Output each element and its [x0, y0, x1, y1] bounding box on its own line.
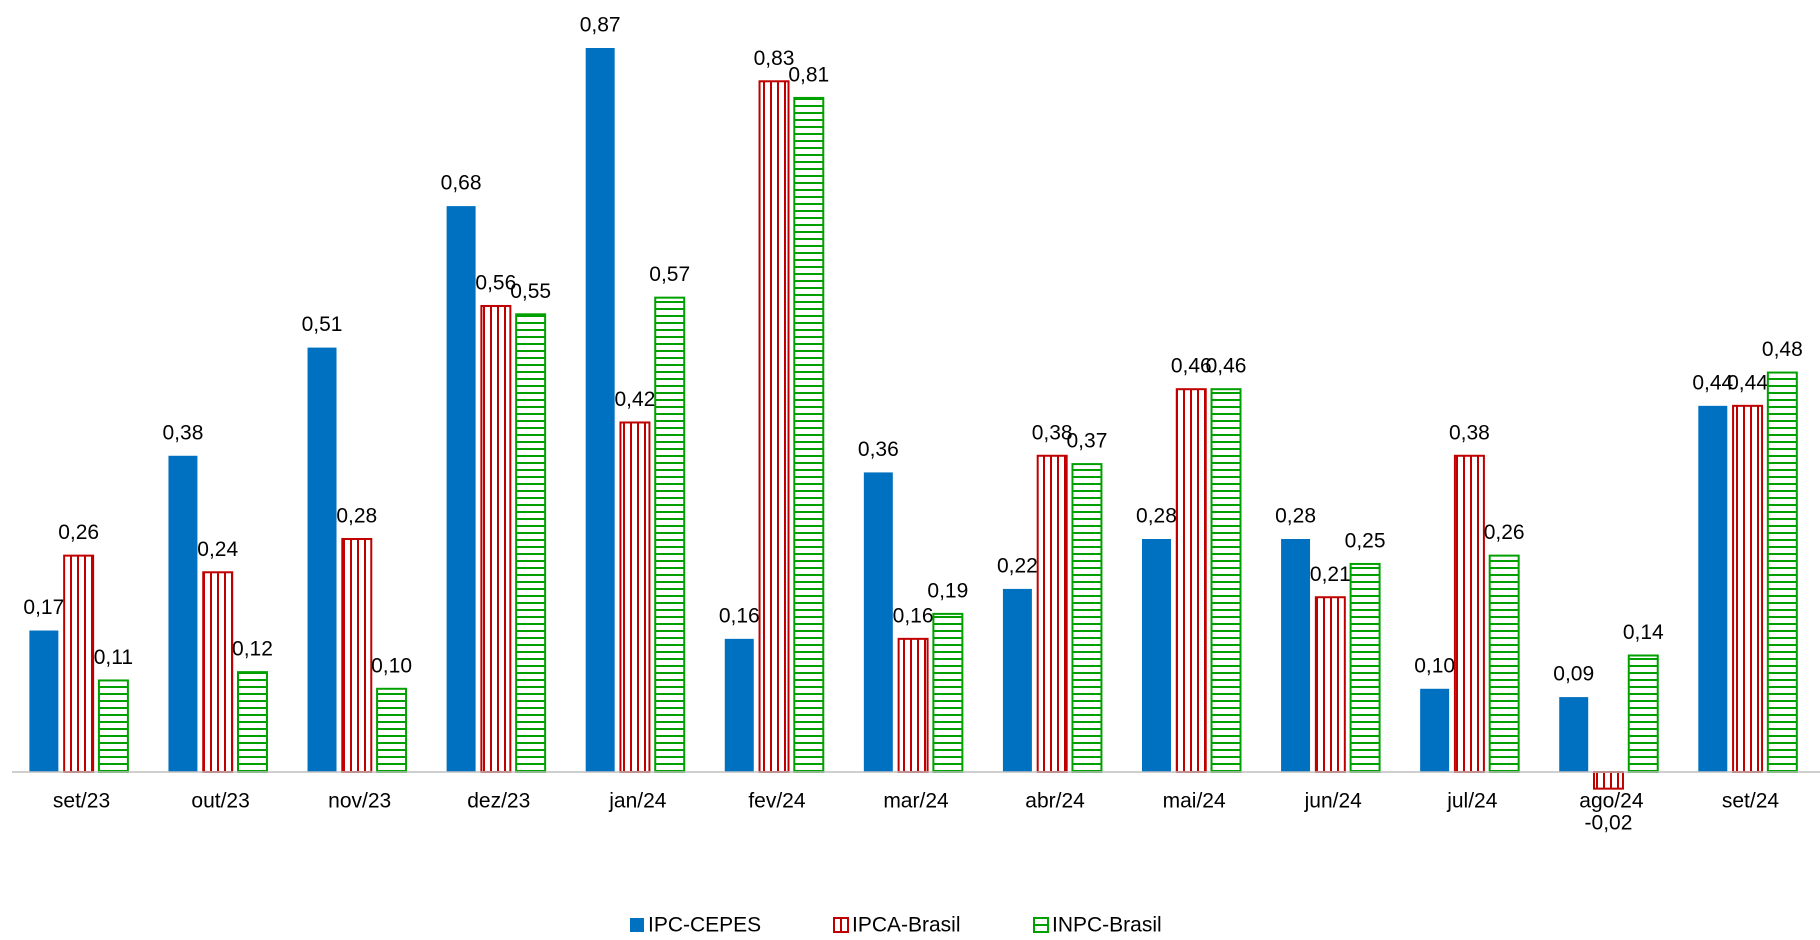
data-label: 0,37 — [1067, 430, 1108, 453]
data-label: 0,25 — [1345, 530, 1386, 553]
data-label: 0,26 — [1484, 521, 1525, 544]
data-label: 0,24 — [197, 538, 238, 561]
x-tick-label: ago/24 — [1579, 790, 1644, 813]
data-label: 0,16 — [893, 604, 934, 627]
bar — [1766, 371, 1798, 773]
bar — [480, 304, 512, 773]
bar — [619, 421, 651, 773]
bar — [585, 48, 615, 772]
bar — [376, 687, 408, 774]
x-tick-label: nov/23 — [328, 790, 391, 813]
data-label: 0,16 — [719, 604, 760, 627]
bar — [1559, 697, 1589, 772]
bar — [515, 313, 547, 773]
legend-swatch — [630, 918, 644, 932]
bar — [932, 612, 964, 774]
bar — [1175, 388, 1207, 773]
data-label: 0,81 — [788, 63, 829, 86]
legend-label: INPC-Brasil — [1052, 914, 1162, 935]
x-tick-label: set/24 — [1722, 790, 1780, 813]
bar — [1420, 688, 1450, 772]
data-label: 0,22 — [997, 554, 1038, 577]
x-tick-label: fev/24 — [748, 790, 806, 813]
data-label: 0,26 — [58, 521, 99, 544]
data-label: 0,46 — [1206, 355, 1247, 378]
bar — [446, 206, 476, 773]
bar — [1593, 771, 1624, 790]
data-label: 0,14 — [1623, 621, 1664, 644]
data-label: 0,28 — [1136, 505, 1177, 528]
data-label: 0,48 — [1762, 338, 1803, 361]
data-label: 0,21 — [1310, 563, 1351, 586]
data-label: 0,83 — [754, 47, 795, 70]
data-label: 0,68 — [441, 172, 482, 195]
data-label: 0,11 — [94, 646, 133, 669]
bar — [1732, 404, 1764, 773]
bar — [1488, 554, 1520, 774]
bar — [1002, 588, 1032, 772]
bar — [897, 637, 929, 774]
bar — [29, 630, 59, 772]
bar — [1281, 538, 1311, 772]
legend-label: IPC-CEPES — [648, 914, 761, 935]
bar — [63, 554, 95, 774]
bar — [307, 347, 337, 772]
data-label: 0,09 — [1553, 663, 1594, 686]
bar — [724, 638, 754, 772]
data-label: 0,19 — [927, 579, 968, 602]
x-tick-label: jun/24 — [1304, 790, 1363, 813]
data-label: 0,46 — [1171, 355, 1212, 378]
data-label: 0,28 — [1275, 505, 1316, 528]
data-label: -0,02 — [1585, 812, 1633, 835]
x-tick-label: jul/24 — [1446, 790, 1498, 813]
bar — [863, 472, 893, 772]
bar — [341, 537, 373, 774]
x-tick-label: mar/24 — [883, 790, 949, 813]
x-tick-label: jan/24 — [608, 790, 667, 813]
bar — [1627, 654, 1659, 774]
bar — [1349, 562, 1381, 774]
data-label: 0,38 — [163, 421, 204, 444]
data-label: 0,36 — [858, 438, 899, 461]
bar — [97, 679, 129, 774]
bar — [1142, 538, 1171, 772]
bar — [1071, 463, 1103, 773]
x-tick-label: mai/24 — [1163, 790, 1226, 813]
bar — [1036, 454, 1068, 773]
bar — [793, 96, 825, 774]
data-label: 0,87 — [580, 14, 621, 37]
legend-swatch — [1033, 917, 1049, 933]
bar — [237, 671, 268, 774]
data-label: 0,44 — [1692, 371, 1733, 394]
x-tick-label: abr/24 — [1025, 790, 1085, 813]
bar — [168, 455, 198, 772]
legend-label: IPCA-Brasil — [852, 914, 961, 935]
bar — [1210, 388, 1242, 773]
data-label: 0,10 — [371, 654, 412, 677]
x-tick-label: dez/23 — [467, 790, 530, 813]
x-tick-label: set/23 — [53, 790, 110, 813]
data-label: 0,42 — [615, 388, 656, 411]
legend-swatch — [833, 917, 849, 933]
data-label: 0,28 — [336, 505, 377, 528]
bar — [758, 80, 790, 773]
bar — [1314, 596, 1346, 774]
data-label: 0,12 — [232, 638, 273, 661]
data-label: 0,57 — [649, 263, 690, 286]
x-tick-label: out/23 — [191, 790, 249, 813]
data-label: 0,17 — [23, 596, 64, 619]
bar — [1698, 405, 1728, 772]
bar — [202, 571, 234, 774]
data-label: 0,51 — [302, 313, 343, 336]
data-label: 0,10 — [1414, 654, 1455, 677]
data-label: 0,38 — [1032, 421, 1073, 444]
data-label: 0,38 — [1449, 421, 1490, 444]
data-label: 0,55 — [510, 280, 551, 303]
bar — [1453, 454, 1485, 773]
data-label: 0,56 — [475, 272, 516, 295]
data-label: 0,44 — [1727, 371, 1768, 394]
bar — [654, 296, 686, 773]
